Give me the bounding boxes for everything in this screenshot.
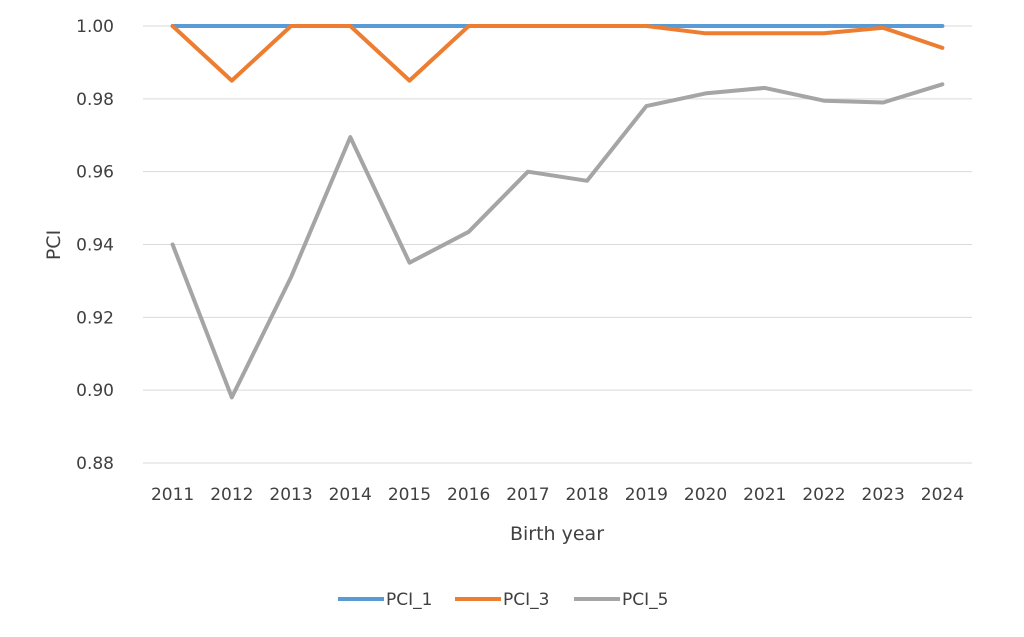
legend-label: PCI_5 — [622, 590, 668, 610]
x-tick-label: 2021 — [743, 485, 786, 505]
y-tick-label: 0.92 — [76, 308, 114, 328]
series-line-pci-3 — [170, 24, 945, 83]
x-tick-label: 2016 — [447, 485, 490, 505]
x-tick-label: 2020 — [684, 485, 727, 505]
x-tick-label: 2011 — [151, 485, 194, 505]
x-tick-label: 2017 — [506, 485, 549, 505]
series-lines — [170, 24, 945, 400]
x-tick-label: 2012 — [210, 485, 253, 505]
y-tick-label: 0.90 — [76, 381, 114, 401]
x-tick-label: 2024 — [921, 485, 964, 505]
x-axis-ticks: 2011 2012 2013 2014 2015 2016 2017 2018 2019 2020… — [151, 485, 964, 505]
series-line-pci-5 — [170, 82, 945, 400]
y-tick-label: 1.00 — [76, 17, 114, 37]
legend: PCI_1 PCI_3 PCI_5 — [338, 590, 668, 610]
gridlines — [143, 25, 972, 464]
legend-label: PCI_1 — [386, 590, 432, 610]
x-tick-label: 2022 — [802, 485, 845, 505]
x-tick-label: 2023 — [862, 485, 905, 505]
x-axis-title: Birth year — [510, 523, 604, 545]
y-tick-label: 0.98 — [76, 90, 114, 110]
legend-label: PCI_3 — [503, 590, 549, 610]
x-tick-label: 2018 — [565, 485, 608, 505]
x-tick-label: 2014 — [329, 485, 372, 505]
x-tick-label: 2013 — [269, 485, 312, 505]
y-tick-label: 0.94 — [76, 236, 114, 256]
y-tick-label: 0.96 — [76, 163, 114, 183]
x-tick-label: 2019 — [625, 485, 668, 505]
y-axis-title: PCI — [43, 230, 65, 260]
y-tick-label: 0.88 — [76, 454, 114, 474]
x-tick-label: 2015 — [388, 485, 431, 505]
y-axis-ticks: 0.88 0.90 0.92 0.94 0.96 0.98 1.00 — [76, 17, 114, 474]
